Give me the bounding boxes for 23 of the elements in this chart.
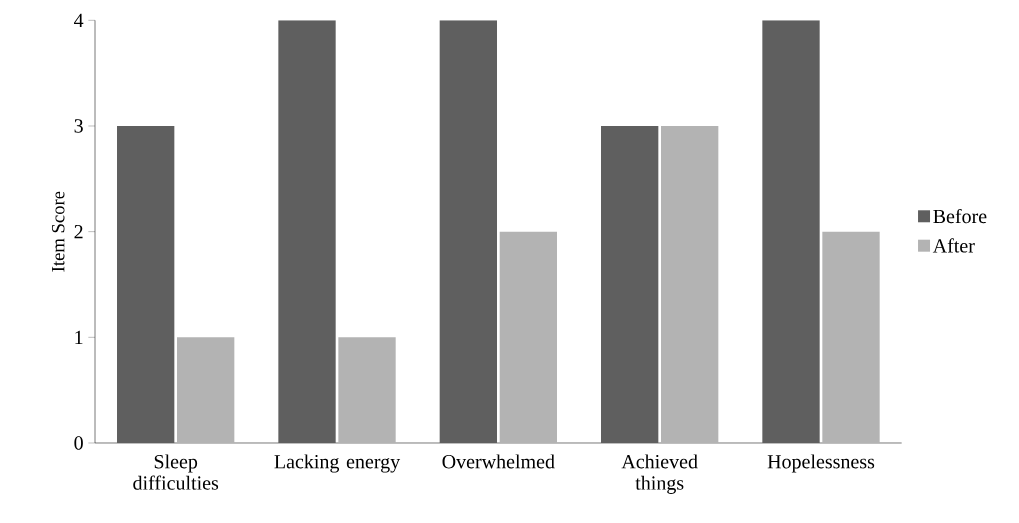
x-tick-label: Lacking energy — [274, 454, 401, 473]
bar — [117, 125, 175, 443]
bar — [499, 231, 558, 443]
y-axis-title: Item Score — [51, 191, 65, 272]
bar — [177, 337, 235, 443]
x-tick-label: Achieved things — [621, 454, 698, 494]
y-tick-label: 3 — [74, 119, 83, 133]
legend-label: After — [932, 238, 975, 253]
y-tick-label: 2 — [74, 225, 83, 239]
bar — [278, 20, 336, 443]
x-tick-label: Overwhelmed — [442, 454, 555, 469]
y-tick-label: 0 — [74, 436, 83, 450]
x-tick-label: Hopelessness — [767, 454, 875, 473]
legend-label: Before — [933, 208, 987, 224]
x-tick-label: Sleep difficulties — [133, 454, 219, 490]
y-tick-label: 4 — [74, 13, 84, 27]
bar — [661, 125, 719, 443]
bar — [338, 337, 396, 443]
bar — [762, 20, 820, 443]
bar — [601, 125, 659, 443]
y-tick-label: 1 — [75, 330, 83, 344]
bar — [822, 231, 880, 443]
bar — [439, 20, 498, 443]
